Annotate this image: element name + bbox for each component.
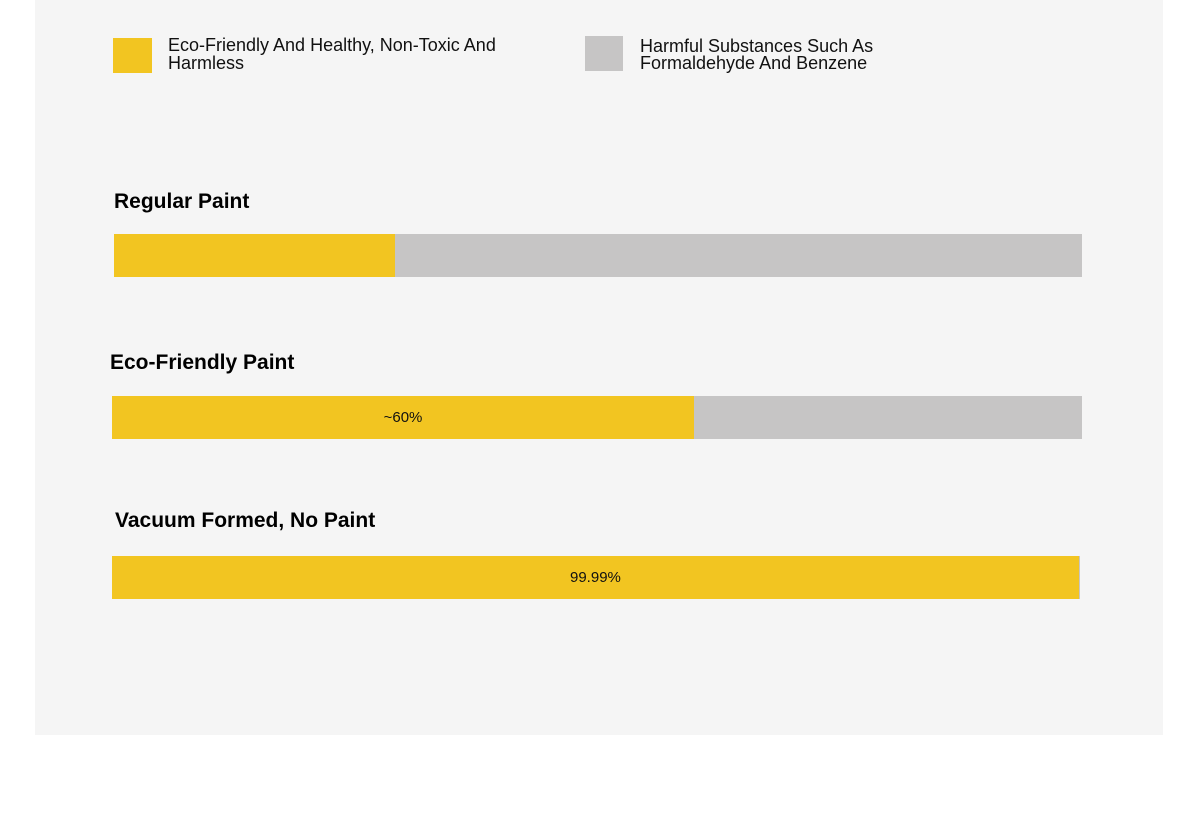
- bar-vacuum-formed: 99.99%: [112, 556, 1079, 599]
- bar-segment-harmful: [694, 396, 1082, 439]
- bar-eco-friendly-paint: ~60%: [112, 396, 1082, 439]
- legend-swatch-harmful: [585, 36, 623, 71]
- bar-segment-harmful: [394, 234, 1082, 277]
- bar-segment-eco: [112, 556, 1079, 599]
- row-title-eco-friendly-paint: Eco-Friendly Paint: [110, 351, 295, 374]
- legend-swatch-eco: [113, 38, 152, 73]
- legend-label-harmful: Harmful Substances Such As Formaldehyde …: [640, 36, 874, 73]
- chart-panel: Eco-Friendly And Healthy, Non-Toxic And …: [35, 0, 1163, 735]
- legend-label-eco: Eco-Friendly And Healthy, Non-Toxic And …: [168, 35, 496, 73]
- bar-segment-eco: [114, 234, 395, 277]
- bar-segment-eco: [112, 396, 694, 439]
- row-title-vacuum-formed: Vacuum Formed, No Paint: [115, 509, 376, 532]
- bar-regular-paint: [114, 234, 1082, 277]
- row-title-regular-paint: Regular Paint: [114, 190, 250, 213]
- bar-data-label: 99.99%: [570, 569, 621, 586]
- bar-data-label: ~60%: [383, 409, 423, 426]
